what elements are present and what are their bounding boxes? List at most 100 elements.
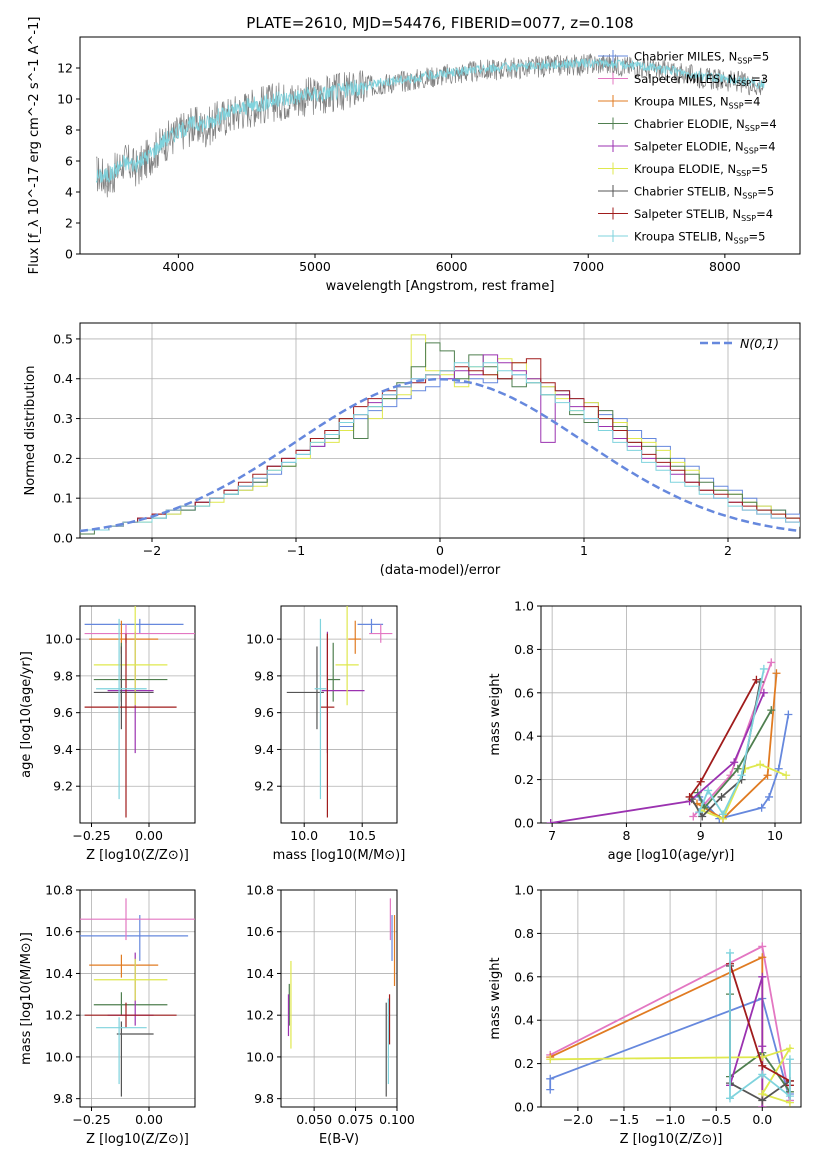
x-tick-label: −0.25: [72, 1112, 110, 1127]
errorbar-point: [320, 633, 335, 818]
y-tick-label: 0.0: [514, 816, 534, 831]
x-tick-label: 2: [724, 543, 732, 558]
figure-title: PLATE=2610, MJD=54476, FIBERID=0077, z=0…: [246, 14, 633, 32]
massweight-marker: [752, 675, 761, 684]
mass-vs-EBV-points: [287, 898, 396, 1097]
massweight-marker: [698, 812, 707, 821]
massweight-marker: [765, 792, 774, 801]
massweight-vs-age-ylabel: mass weight: [488, 673, 503, 755]
x-tick-label: 0.00: [135, 828, 163, 843]
spectrum-frame: [79, 36, 801, 255]
y-tick-label: 10: [57, 92, 73, 107]
massweight-vs-Z-ylabel: mass weight: [488, 957, 503, 1039]
x-tick-label: 0.075: [338, 1112, 374, 1127]
age-vs-mass-frame: [280, 605, 398, 824]
legend-entry: Kroupa ELODIE, NSSP=5: [634, 162, 768, 178]
legend-entry: Kroupa MILES, NSSP=4: [634, 95, 760, 111]
residuals-axes: −2 −1 0 1 2 0.0 0.1 0.2 0.3 0.4 0.5 (data-model)/er…: [23, 322, 801, 578]
massweight-marker: [763, 771, 772, 780]
massweight-marker: [785, 1044, 794, 1053]
errorbar-point: [84, 618, 184, 634]
massweight-marker: [756, 760, 765, 769]
errorbar-point: [314, 618, 327, 800]
massweight-vs-Z-axes: −2.0 −1.5 −1.0 −0.5 0.0 0.0 0.2 0.4 0.6 0.8 1.0 Z […: [488, 883, 802, 1147]
errorbar-point: [89, 954, 159, 978]
y-tick-label: 0.2: [514, 772, 534, 787]
legend-entry: Kroupa STELIB, NSSP=5: [634, 230, 765, 246]
age-vs-mass-points: [286, 606, 393, 818]
mass-vs-Z-ylabel: mass [log10(M/M⊙)]: [19, 932, 34, 1065]
x-tick-label: 7000: [572, 259, 604, 274]
errorbar-point: [84, 633, 177, 818]
residuals-legend: N(0,1): [700, 336, 779, 351]
massweight-marker: [726, 948, 735, 957]
legend-entry: Chabrier MILES, NSSP=5: [634, 50, 769, 66]
residuals-xlabel: (data-model)/error: [380, 563, 501, 578]
massweight-marker: [546, 1055, 555, 1064]
x-tick-label: 9: [697, 828, 705, 843]
errorbar-point: [93, 958, 168, 1001]
legend-entry: Salpeter STELIB, NSSP=4: [634, 207, 773, 223]
x-tick-label: 10.5: [348, 828, 376, 843]
errorbar-point: [96, 618, 147, 800]
errorbar-point: [116, 1021, 154, 1097]
massweight-vs-Z-xlabel: Z [log10(Z/Z⊙)]: [620, 1132, 723, 1147]
y-tick-label: 2: [65, 216, 73, 231]
y-tick-label: 0.3: [53, 411, 73, 426]
mass-vs-Z-axes: −0.25 0.00 9.8 10.0 10.2 10.4 10.6 10.8 Z [log10…: [19, 883, 196, 1147]
x-tick-label: 0: [436, 543, 444, 558]
spectrum-series-model: [96, 57, 765, 184]
massweight-marker: [758, 1042, 767, 1051]
mass-vs-EBV-axes: 0.050 0.075 0.100 9.8 10.0 10.2 10.4 10.6 10.8 E(…: [246, 883, 415, 1148]
y-tick-label: 6: [65, 154, 73, 169]
massweight-marker: [758, 1061, 767, 1070]
errorbar-point: [369, 624, 393, 643]
y-tick-label: 1.0: [514, 599, 534, 614]
massweight-marker: [784, 710, 793, 719]
spectrum-xlabel: wavelength [Angstrom, rest frame]: [326, 279, 555, 294]
massweight-marker: [689, 812, 698, 821]
massweight-vs-Z-lines: [546, 942, 794, 1107]
massweight-marker: [758, 953, 767, 962]
age-vs-Z-xlabel: Z [log10(Z/Z⊙)]: [86, 848, 189, 863]
massweight-marker: [546, 1085, 555, 1094]
y-tick-label: 10.0: [45, 632, 73, 647]
y-tick-label: 0.8: [514, 926, 534, 941]
massweight-marker: [758, 1096, 767, 1105]
y-tick-label: 1.0: [514, 883, 534, 898]
errorbar-point: [286, 646, 324, 730]
errorbar-point: [335, 606, 359, 706]
massweight-marker: [767, 658, 776, 667]
y-tick-label: 0.0: [514, 1100, 534, 1115]
legend-entry: Chabrier ELODIE, NSSP=4: [634, 117, 777, 133]
massweight-marker: [772, 669, 781, 678]
y-tick-label: 10.8: [246, 883, 274, 898]
massweight-series-kroupa-miles: [696, 673, 778, 820]
y-tick-label: 9.2: [53, 779, 73, 794]
y-tick-label: 10.0: [45, 1049, 73, 1064]
y-tick-label: 8: [65, 123, 73, 138]
errorbar-point: [327, 642, 341, 702]
y-tick-label: 4: [65, 185, 73, 200]
errorbar-point: [357, 618, 384, 634]
massweight-vs-Z-frame: [540, 889, 802, 1108]
y-tick-label: 10.2: [246, 1008, 274, 1023]
errorbar-point: [93, 646, 154, 730]
residual-histograms: [80, 334, 800, 535]
massweight-marker: [782, 771, 791, 780]
y-tick-label: 10.6: [45, 924, 73, 939]
x-tick-label: 5000: [299, 259, 331, 274]
y-tick-label: 10.6: [246, 924, 274, 939]
y-tick-label: 0.4: [514, 1013, 534, 1028]
y-tick-label: 0.6: [514, 969, 534, 984]
x-tick-label: −1.0: [655, 1112, 685, 1127]
x-tick-label: 10.0: [290, 828, 318, 843]
y-tick-label: 9.6: [53, 705, 73, 720]
y-tick-label: 10.0: [246, 632, 274, 647]
massweight-marker: [546, 1074, 555, 1083]
errorbar-point: [96, 1017, 147, 1085]
y-tick-label: 0: [65, 247, 73, 262]
age-vs-Z-frame: [79, 605, 196, 824]
legend-gaussian-label: N(0,1): [740, 336, 779, 351]
y-tick-label: 9.8: [53, 668, 73, 683]
